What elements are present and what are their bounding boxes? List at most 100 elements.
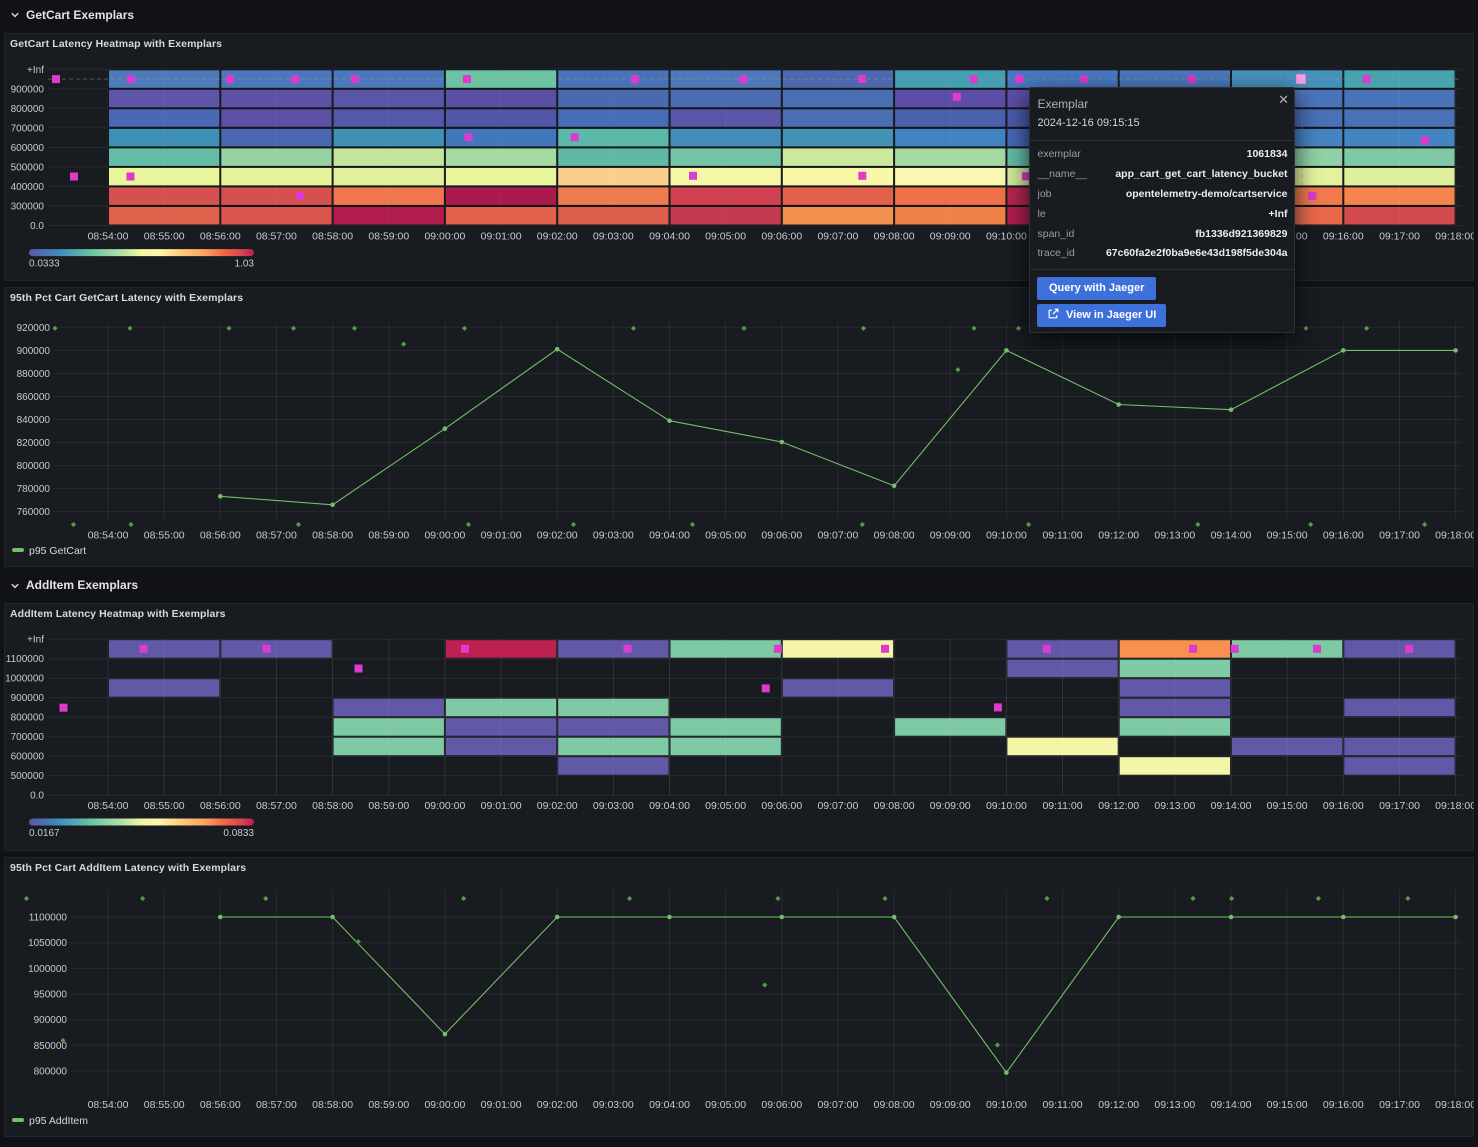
svg-text:09:02:00: 09:02:00 [537, 1099, 578, 1111]
svg-text:09:11:00: 09:11:00 [1042, 800, 1082, 812]
svg-text:09:11:00: 09:11:00 [1042, 1099, 1082, 1111]
svg-text:08:59:00: 08:59:00 [368, 800, 409, 812]
svg-text:09:14:00: 09:14:00 [1211, 1099, 1252, 1111]
svg-text:09:09:00: 09:09:00 [930, 530, 971, 542]
svg-text:900000: 900000 [17, 346, 51, 357]
svg-text:09:07:00: 09:07:00 [817, 800, 858, 812]
svg-text:08:54:00: 08:54:00 [88, 800, 129, 812]
svg-text:08:58:00: 08:58:00 [312, 530, 353, 542]
svg-text:09:17:00: 09:17:00 [1379, 530, 1420, 542]
svg-text:08:58:00: 08:58:00 [312, 1099, 353, 1111]
svg-text:920000: 920000 [17, 323, 51, 334]
svg-text:09:07:00: 09:07:00 [817, 1099, 858, 1111]
svg-text:800000: 800000 [34, 1067, 68, 1078]
svg-text:09:14:00: 09:14:00 [1211, 800, 1252, 812]
svg-text:09:13:00: 09:13:00 [1154, 1099, 1195, 1111]
svg-text:09:01:00: 09:01:00 [481, 1099, 522, 1111]
svg-text:1050000: 1050000 [28, 938, 67, 949]
svg-text:800000: 800000 [11, 104, 45, 115]
svg-text:08:54:00: 08:54:00 [88, 1099, 129, 1111]
svg-text:09:15:00: 09:15:00 [1267, 530, 1308, 542]
svg-text:09:13:00: 09:13:00 [1154, 800, 1195, 812]
svg-text:09:10:00: 09:10:00 [986, 800, 1027, 812]
svg-text:09:03:00: 09:03:00 [593, 231, 634, 243]
svg-text:09:06:00: 09:06:00 [761, 231, 802, 243]
svg-text:800000: 800000 [17, 461, 51, 472]
svg-text:09:17:00: 09:17:00 [1379, 800, 1420, 812]
svg-text:08:55:00: 08:55:00 [144, 231, 185, 243]
svg-text:08:57:00: 08:57:00 [256, 231, 297, 243]
svg-text:09:12:00: 09:12:00 [1098, 800, 1139, 812]
svg-text:09:05:00: 09:05:00 [705, 530, 746, 542]
svg-text:08:56:00: 08:56:00 [200, 231, 241, 243]
svg-text:09:00:00: 09:00:00 [424, 800, 465, 812]
svg-text:09:05:00: 09:05:00 [705, 231, 746, 243]
svg-text:08:55:00: 08:55:00 [144, 800, 185, 812]
svg-text:08:56:00: 08:56:00 [200, 800, 241, 812]
svg-text:09:04:00: 09:04:00 [649, 231, 690, 243]
svg-text:08:58:00: 08:58:00 [312, 800, 353, 812]
svg-text:950000: 950000 [34, 990, 68, 1001]
svg-text:08:57:00: 08:57:00 [256, 530, 297, 542]
svg-text:09:08:00: 09:08:00 [874, 800, 915, 812]
svg-text:08:55:00: 08:55:00 [144, 530, 185, 542]
svg-text:08:59:00: 08:59:00 [368, 530, 409, 542]
svg-text:09:16:00: 09:16:00 [1323, 530, 1364, 542]
svg-text:900000: 900000 [11, 693, 45, 704]
svg-text:09:14:00: 09:14:00 [1211, 530, 1252, 542]
svg-text:08:57:00: 08:57:00 [256, 800, 297, 812]
svg-text:09:01:00: 09:01:00 [481, 800, 522, 812]
svg-text:09:16:00: 09:16:00 [1323, 800, 1364, 812]
svg-text:0.0: 0.0 [30, 791, 44, 802]
svg-text:09:18:00: 09:18:00 [1435, 1099, 1476, 1111]
svg-text:400000: 400000 [11, 182, 45, 193]
svg-text:09:11:00: 09:11:00 [1042, 530, 1082, 542]
svg-text:0.0: 0.0 [30, 221, 44, 232]
svg-text:820000: 820000 [17, 438, 51, 449]
svg-text:700000: 700000 [11, 732, 45, 743]
svg-text:860000: 860000 [17, 392, 51, 403]
svg-text:09:06:00: 09:06:00 [761, 530, 802, 542]
svg-text:09:18:00: 09:18:00 [1435, 800, 1476, 812]
svg-text:09:16:00: 09:16:00 [1323, 1099, 1364, 1111]
svg-text:1.03: 1.03 [235, 259, 255, 270]
svg-text:09:02:00: 09:02:00 [537, 800, 578, 812]
svg-text:09:16:00: 09:16:00 [1323, 231, 1364, 243]
svg-text:+Inf: +Inf [27, 65, 44, 76]
svg-text:09:17:00: 09:17:00 [1379, 1099, 1420, 1111]
svg-text:09:18:00: 09:18:00 [1435, 231, 1476, 243]
svg-text:780000: 780000 [17, 484, 51, 495]
svg-text:08:54:00: 08:54:00 [88, 231, 129, 243]
svg-text:09:07:00: 09:07:00 [817, 231, 858, 243]
svg-text:500000: 500000 [11, 771, 45, 782]
svg-text:09:01:00: 09:01:00 [481, 530, 522, 542]
svg-text:800000: 800000 [11, 713, 45, 724]
svg-text:09:00:00: 09:00:00 [424, 530, 465, 542]
svg-text:09:06:00: 09:06:00 [761, 1099, 802, 1111]
svg-text:0.0167: 0.0167 [29, 828, 60, 839]
svg-text:09:05:00: 09:05:00 [705, 1099, 746, 1111]
svg-text:08:56:00: 08:56:00 [200, 1099, 241, 1111]
svg-text:08:54:00: 08:54:00 [88, 530, 129, 542]
svg-text:09:09:00: 09:09:00 [930, 1099, 971, 1111]
svg-text:0.0833: 0.0833 [223, 828, 254, 839]
svg-text:1100000: 1100000 [29, 913, 68, 924]
svg-text:1000000: 1000000 [28, 964, 67, 975]
svg-text:09:00:00: 09:00:00 [424, 231, 465, 243]
svg-text:08:55:00: 08:55:00 [144, 1099, 185, 1111]
svg-text:08:59:00: 08:59:00 [368, 1099, 409, 1111]
svg-text:09:15:00: 09:15:00 [1267, 1099, 1308, 1111]
svg-text:09:03:00: 09:03:00 [593, 800, 634, 812]
svg-text:08:58:00: 08:58:00 [312, 231, 353, 243]
svg-text:760000: 760000 [17, 507, 51, 518]
svg-text:09:17:00: 09:17:00 [1379, 231, 1420, 243]
svg-text:900000: 900000 [34, 1015, 68, 1026]
svg-text:09:08:00: 09:08:00 [874, 530, 915, 542]
svg-text:09:04:00: 09:04:00 [649, 800, 690, 812]
svg-text:09:13:00: 09:13:00 [1154, 530, 1195, 542]
svg-text:09:03:00: 09:03:00 [593, 1099, 634, 1111]
svg-text:08:57:00: 08:57:00 [256, 1099, 297, 1111]
svg-text:09:10:00: 09:10:00 [986, 1099, 1027, 1111]
svg-text:09:09:00: 09:09:00 [930, 231, 971, 243]
svg-text:08:56:00: 08:56:00 [200, 530, 241, 542]
